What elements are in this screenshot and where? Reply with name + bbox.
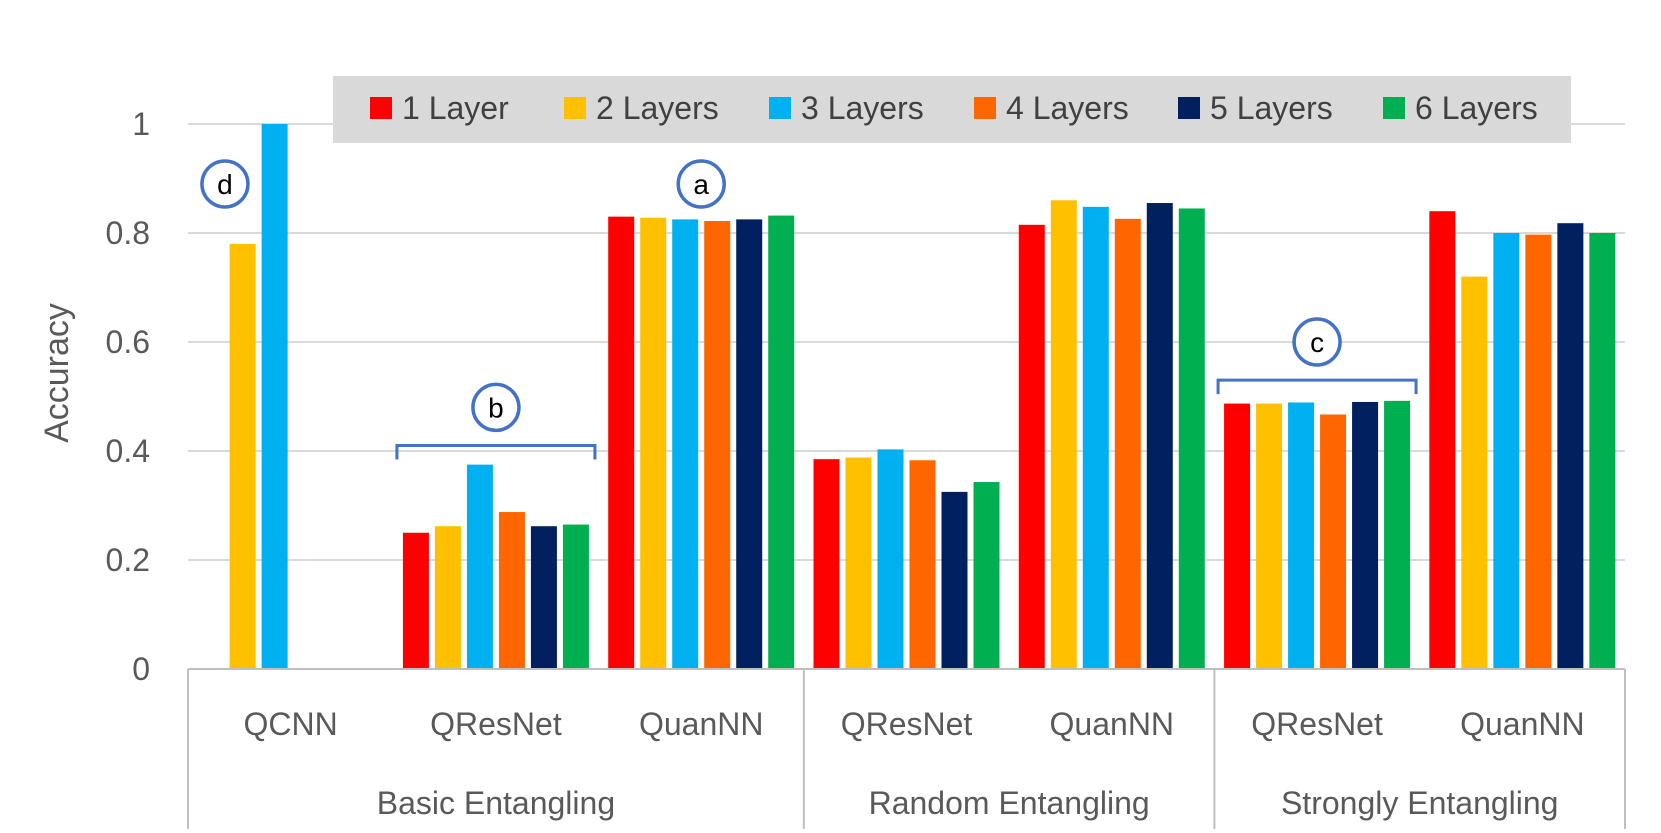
legend-swatch — [1383, 97, 1405, 119]
bar — [466, 464, 493, 669]
bar — [1178, 208, 1205, 669]
bar — [845, 457, 872, 669]
x-tick-label: QuanNN — [639, 706, 764, 742]
bar — [877, 449, 904, 669]
x-tick-label: QuanNN — [1460, 706, 1585, 742]
legend: 1 Layer 2 Layers 3 Layers 4 Layers 5 Layers 6… — [333, 76, 1571, 143]
y-axis: 0 0.2 0.4 0.6 0.8 1 — [106, 106, 150, 687]
bar — [402, 532, 429, 669]
group-label: Basic Entangling — [377, 785, 615, 821]
bar — [1320, 414, 1347, 669]
x-tick-label: QResNet — [1251, 706, 1383, 742]
group-label: Strongly Entangling — [1281, 785, 1559, 821]
bar — [1050, 200, 1077, 670]
bar — [1525, 234, 1552, 669]
bar — [1018, 224, 1045, 669]
bar — [1224, 403, 1251, 669]
legend-swatch — [1178, 97, 1200, 119]
bar — [1384, 400, 1411, 669]
bar — [1429, 211, 1456, 669]
y-tick-label: 0.2 — [106, 542, 150, 578]
bar — [608, 216, 635, 669]
bar — [640, 217, 667, 670]
legend-swatch — [564, 97, 586, 119]
bar — [768, 215, 795, 669]
bar — [1146, 203, 1173, 669]
x-tick-label: QuanNN — [1050, 706, 1175, 742]
x-tick-label: QResNet — [841, 706, 973, 742]
bar — [1493, 233, 1520, 669]
bar — [1256, 403, 1283, 669]
bar — [672, 219, 699, 669]
legend-swatch — [974, 97, 996, 119]
bar — [1082, 206, 1109, 669]
bar — [813, 459, 840, 669]
annotation-label: c — [1310, 327, 1324, 358]
legend-label: 3 Layers — [801, 90, 924, 126]
legend-label: 1 Layer — [402, 90, 509, 126]
bar — [434, 526, 461, 669]
legend-label: 2 Layers — [596, 90, 719, 126]
bar — [498, 512, 525, 669]
bar — [1288, 402, 1315, 669]
annotation-circle — [1292, 317, 1342, 367]
bar — [1557, 223, 1584, 669]
y-tick-label: 0.8 — [106, 215, 150, 251]
x-axis: QCNN QResNet QuanNN QResNet QuanNN QResNet Qua… — [187, 668, 1626, 829]
legend-label: 4 Layers — [1006, 90, 1129, 126]
bar — [704, 221, 731, 669]
legend-swatch — [370, 97, 392, 119]
group-label: Random Entangling — [869, 785, 1150, 821]
bar — [229, 243, 256, 669]
legend-label: 6 Layers — [1415, 90, 1538, 126]
y-tick-label: 1 — [132, 106, 150, 142]
bar — [1461, 276, 1488, 669]
annotation-circle — [200, 159, 250, 209]
legend-background — [333, 76, 1571, 143]
annotation-label: a — [693, 169, 709, 200]
bar — [530, 526, 557, 669]
annotation-circle — [471, 382, 521, 433]
bar — [1589, 233, 1616, 669]
bar — [1352, 401, 1379, 669]
legend-swatch — [769, 97, 791, 119]
bar — [736, 219, 763, 669]
bar — [562, 524, 589, 669]
y-tick-label: 0.4 — [106, 433, 150, 469]
annotations: a b c d — [200, 159, 1418, 460]
bar — [941, 491, 968, 669]
bar — [973, 482, 1000, 669]
x-tick-label: QCNN — [244, 706, 338, 742]
annotation-bracket — [395, 444, 597, 460]
bar — [1114, 218, 1141, 669]
y-axis-title: Accuracy — [38, 303, 76, 443]
annotation-label: b — [488, 392, 504, 423]
annotation-bracket — [1216, 378, 1418, 395]
y-tick-label: 0.6 — [106, 324, 150, 360]
y-tick-label: 0 — [132, 651, 150, 687]
annotation-label: d — [217, 169, 233, 200]
bar — [909, 460, 936, 669]
bars — [229, 124, 1616, 670]
x-tick-label: QResNet — [430, 706, 562, 742]
annotation-circle — [676, 159, 726, 209]
bar — [261, 124, 288, 669]
legend-label: 5 Layers — [1210, 90, 1333, 126]
